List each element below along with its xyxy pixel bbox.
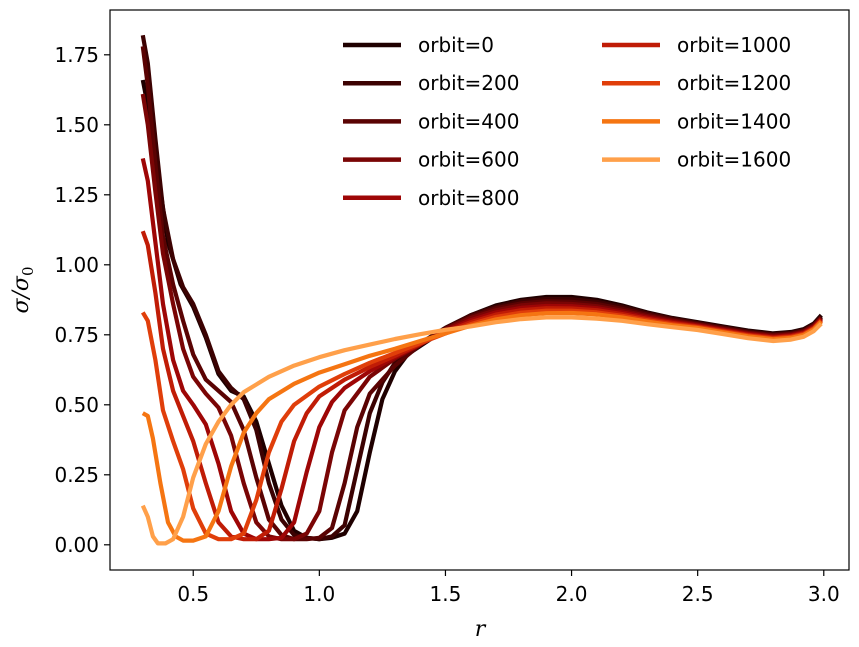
y-axis-label: σ/σ0 [9,267,37,314]
y-tick-label: 0.50 [54,393,99,417]
y-axis-label-text: σ/σ0 [9,267,37,314]
legend-label: orbit=1600 [677,148,791,172]
legend-label: orbit=1000 [677,33,791,57]
x-tick-label: 2.0 [556,582,588,606]
series-line-8 [140,315,823,546]
plot-frame [109,9,850,571]
x-tick-label: 1.5 [430,582,462,606]
y-tick-label: 0.00 [54,533,99,557]
legend-label: orbit=0 [418,33,494,57]
y-tick-label: 1.25 [54,183,99,207]
x-tick-label: 1.0 [303,582,335,606]
legend-label: orbit=1200 [677,71,791,95]
legend: orbit=0 orbit=200 orbit=400 orbit=600 orbit=… [343,33,791,210]
legend-label: orbit=800 [418,186,519,210]
x-tick-label: 0.5 [177,582,209,606]
y-tick-label: 1.75 [54,43,99,67]
y-tick-label: 1.00 [54,253,99,277]
y-axis: 0.00 0.25 0.50 0.75 1.00 1.25 1.50 1.75 [54,43,110,557]
x-tick-label: 2.5 [682,582,714,606]
legend-label: orbit=600 [418,148,519,172]
legend-label: orbit=200 [418,71,519,95]
y-tick-label: 0.75 [54,323,99,347]
x-tick-label: 3.0 [808,582,840,606]
legend-label: orbit=1400 [677,109,791,133]
x-axis: 0.5 1.0 1.5 2.0 2.5 3.0 [177,570,840,606]
legend-label: orbit=400 [418,109,519,133]
y-tick-label: 1.50 [54,113,99,137]
y-tick-label: 0.25 [54,463,99,487]
series-layer [140,34,823,546]
x-axis-label: r [475,617,487,642]
